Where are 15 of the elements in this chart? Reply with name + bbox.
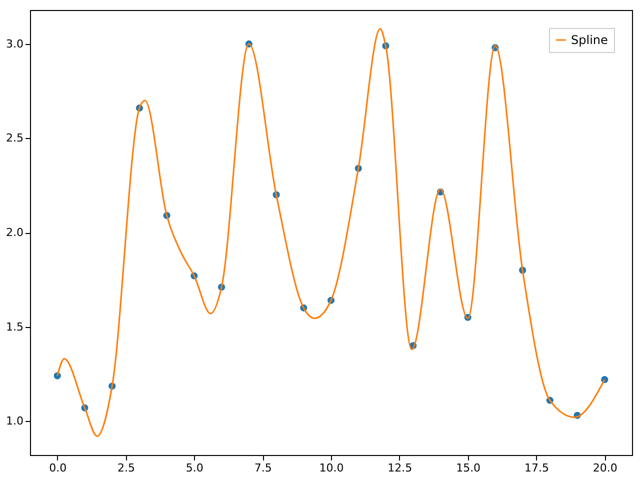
x-tick-label: 2.5 (118, 462, 136, 474)
x-tick-label: 7.5 (254, 462, 272, 474)
x-tick-label: 15.0 (456, 462, 481, 474)
x-tick-label: 0.0 (49, 462, 67, 474)
x-tick-label: 20.0 (592, 462, 618, 474)
y-tick-label: 1.5 (6, 320, 24, 334)
legend-label: Spline (571, 33, 608, 47)
y-tick-label: 2.5 (6, 132, 24, 145)
x-tick-label: 10.0 (319, 462, 344, 474)
y-tick-label: 2.0 (6, 226, 24, 239)
x-tick-label: 5.0 (186, 462, 204, 474)
x-tick-label: 12.5 (388, 462, 412, 474)
y-tick-label: 3.0 (6, 37, 24, 50)
y-tick-label: 1.0 (6, 414, 24, 428)
x-tick-label: 17.5 (524, 462, 549, 474)
